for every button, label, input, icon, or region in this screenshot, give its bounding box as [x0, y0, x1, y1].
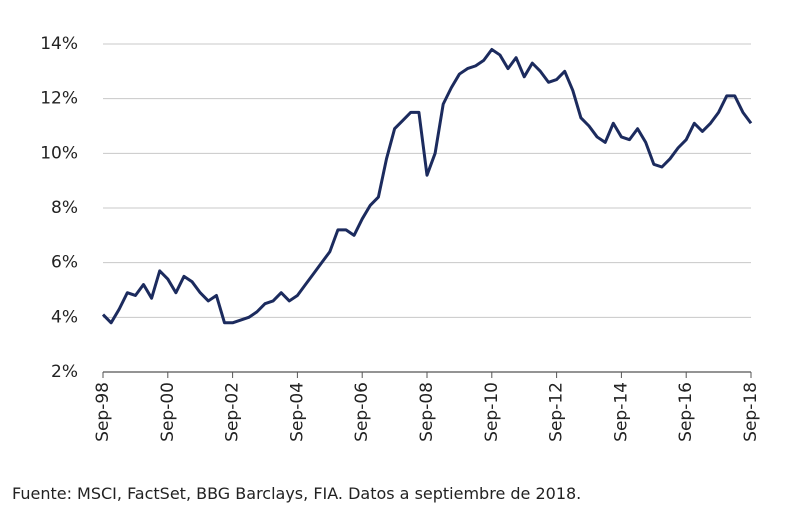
- data-line: [101, 47, 753, 325]
- chart: 2% 4% 6% 8% 10% 12% 14% Sep-98 Sep-00 Sep-02 Sep-0…: [40, 34, 761, 442]
- x-tick-label: Sep-16: [676, 382, 696, 442]
- x-tick-label: Sep-14: [611, 382, 631, 442]
- x-tick-label: Sep-10: [482, 382, 502, 442]
- y-tick-label: 8%: [51, 198, 78, 218]
- x-tick-label: Sep-00: [158, 382, 178, 442]
- x-tick-label: Sep-12: [547, 382, 567, 442]
- x-tick-label: Sep-06: [352, 382, 372, 442]
- y-tick-label: 2%: [51, 362, 78, 382]
- y-tick-label: 12%: [40, 89, 78, 109]
- x-tick-label: Sep-02: [223, 382, 243, 442]
- x-tick-label: Sep-04: [287, 382, 307, 442]
- y-tick-label: 14%: [40, 34, 78, 54]
- source-note: Fuente: MSCI, FactSet, BBG Barclays, FIA…: [12, 484, 582, 503]
- page: 2% 4% 6% 8% 10% 12% 14% Sep-98 Sep-00 Sep-02 Sep-0…: [12, 34, 761, 503]
- x-tick-label: Sep-18: [741, 382, 761, 442]
- x-tick-label: Sep-08: [417, 382, 437, 442]
- x-tick-label: Sep-98: [93, 382, 113, 442]
- y-tick-label: 6%: [51, 253, 78, 273]
- y-tick-label: 4%: [51, 307, 78, 327]
- y-tick-label: 10%: [40, 143, 78, 163]
